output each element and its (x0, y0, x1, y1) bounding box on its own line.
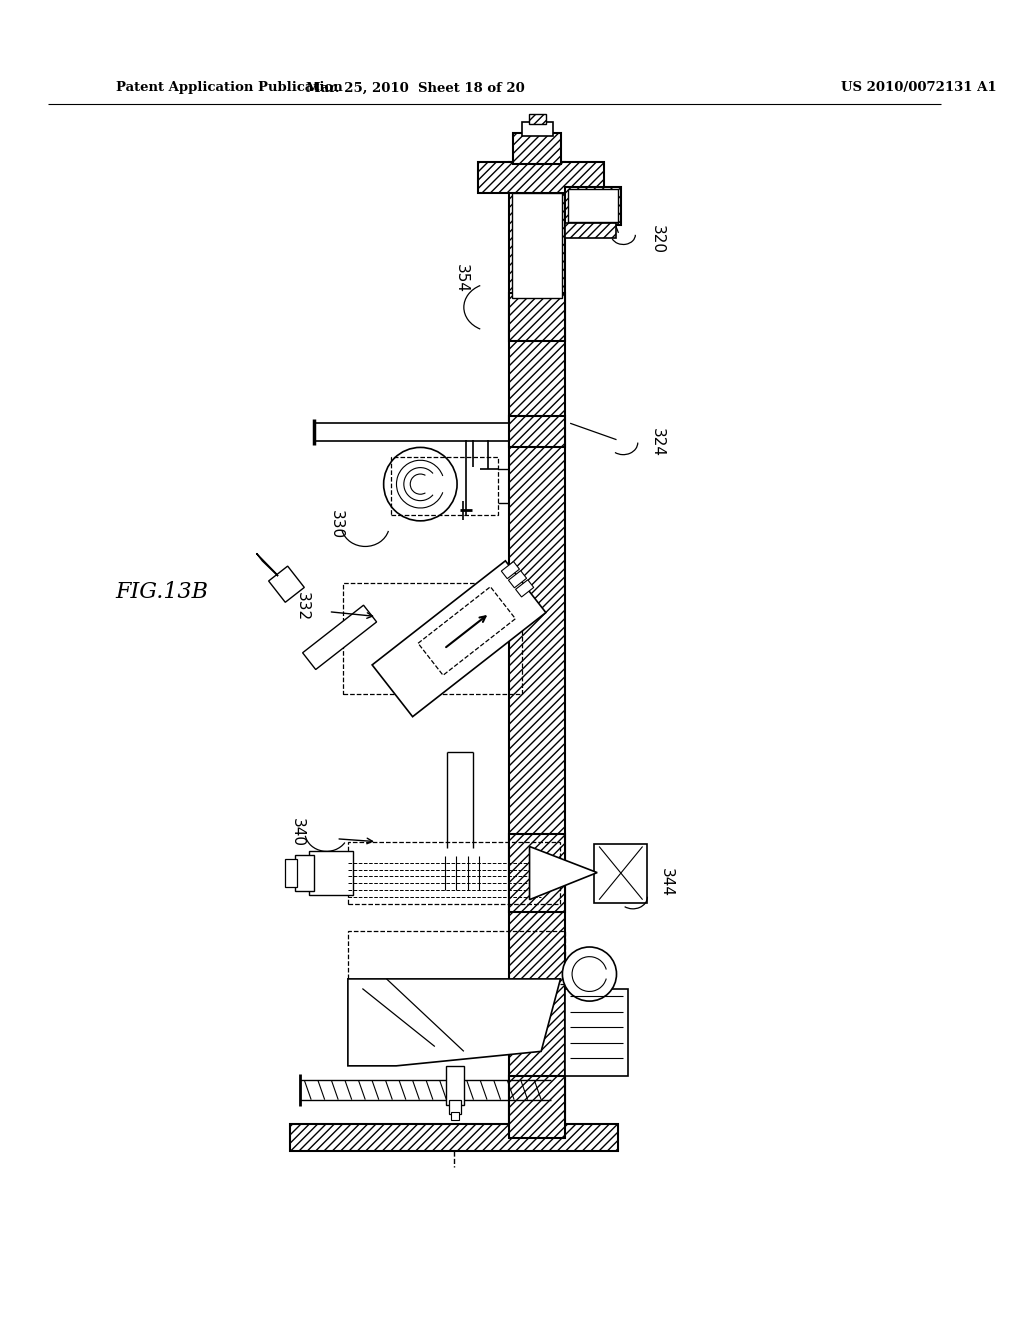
Polygon shape (516, 579, 534, 597)
Polygon shape (303, 605, 377, 669)
Bar (594, 843, 647, 903)
Bar (450, 1100, 461, 1114)
Polygon shape (502, 561, 519, 578)
Text: Mar. 25, 2010  Sheet 18 of 20: Mar. 25, 2010 Sheet 18 of 20 (306, 82, 525, 95)
Bar (565, 186, 622, 226)
Text: 344: 344 (659, 867, 674, 896)
Bar (348, 842, 560, 904)
Bar (478, 162, 604, 193)
Text: 330: 330 (329, 510, 344, 540)
Bar (285, 859, 297, 887)
Bar (509, 417, 565, 447)
Text: US 2010/0072131 A1: US 2010/0072131 A1 (841, 82, 996, 95)
Bar (446, 1065, 464, 1105)
Bar (343, 582, 522, 694)
Polygon shape (348, 979, 560, 1065)
Bar (512, 193, 562, 297)
Bar (391, 457, 498, 515)
Bar (295, 855, 314, 891)
Bar (522, 121, 553, 136)
Bar (348, 931, 565, 983)
Text: 320: 320 (649, 226, 665, 255)
Bar (509, 162, 565, 1134)
Bar (509, 834, 565, 912)
Circle shape (384, 447, 457, 521)
Circle shape (562, 946, 616, 1001)
Polygon shape (268, 566, 304, 602)
Bar (509, 1076, 565, 1138)
Bar (452, 1113, 459, 1119)
Text: 340: 340 (290, 817, 305, 846)
Text: Patent Application Publication: Patent Application Publication (116, 82, 343, 95)
Bar (509, 293, 565, 341)
Bar (528, 114, 546, 124)
Bar (568, 189, 618, 222)
Text: 354: 354 (454, 264, 468, 293)
Bar (565, 223, 615, 238)
Text: 332: 332 (295, 593, 310, 622)
Bar (314, 424, 509, 441)
Polygon shape (509, 570, 526, 587)
Bar (290, 1123, 618, 1151)
Bar (512, 193, 562, 297)
Polygon shape (529, 846, 597, 900)
Bar (565, 989, 628, 1076)
Text: FIG.13B: FIG.13B (116, 581, 209, 603)
Text: 334: 334 (441, 652, 471, 668)
Bar (309, 851, 352, 895)
Bar (513, 133, 561, 164)
Text: 324: 324 (649, 428, 665, 457)
Polygon shape (256, 553, 278, 576)
Polygon shape (372, 561, 546, 717)
